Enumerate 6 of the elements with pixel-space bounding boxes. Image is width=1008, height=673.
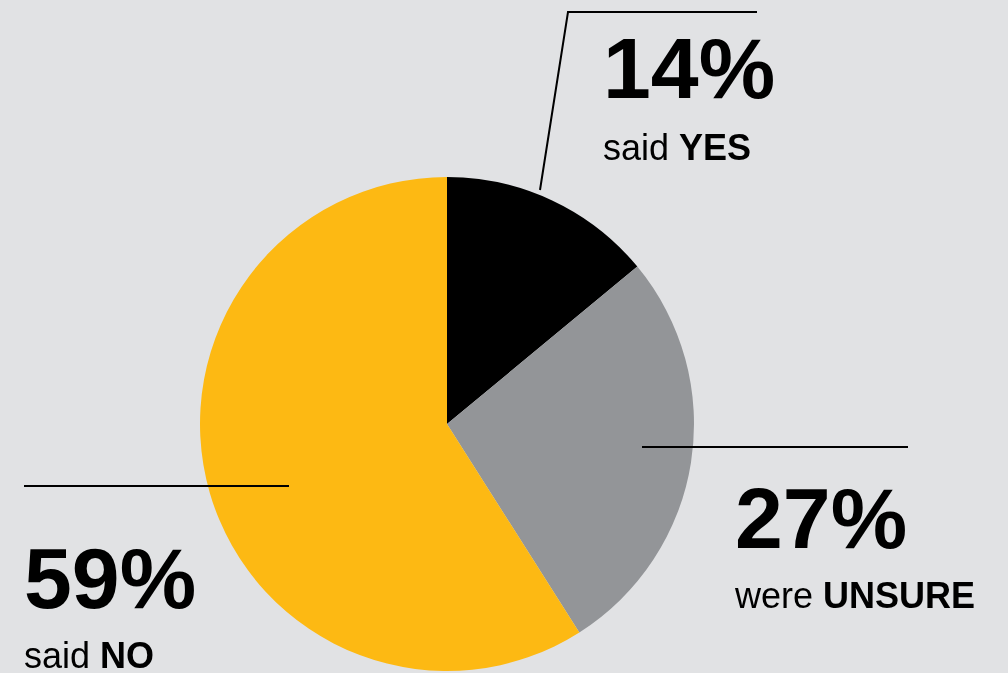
slice-label: said NO bbox=[24, 635, 155, 673]
data-label: 14% bbox=[603, 20, 776, 116]
slice-label: were UNSURE bbox=[734, 575, 976, 616]
data-label: 59% bbox=[24, 530, 197, 626]
slice-label: said YES bbox=[603, 127, 752, 168]
data-label: 27% bbox=[735, 470, 908, 566]
